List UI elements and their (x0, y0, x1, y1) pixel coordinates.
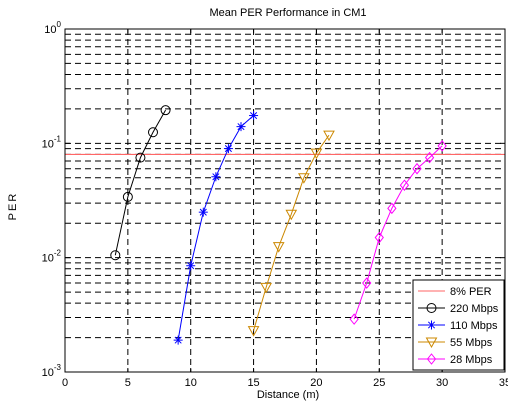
data-point (223, 144, 233, 154)
data-point (247, 326, 260, 337)
legend-label: 8% PER (450, 286, 492, 298)
data-point (260, 282, 272, 294)
series-layer (65, 105, 505, 345)
legend-label: 110 Mbps (450, 320, 498, 332)
y-tick-label: 100 (44, 20, 61, 36)
data-point (387, 202, 397, 215)
x-tick-label: 10 (185, 377, 197, 389)
grid (65, 29, 505, 372)
y-tick-label: 10-2 (42, 249, 62, 265)
x-tick-label: 25 (373, 377, 385, 389)
data-point (323, 130, 335, 142)
x-tick-label: 35 (499, 377, 508, 389)
data-point (173, 335, 183, 345)
data-point (236, 122, 246, 132)
data-point (349, 313, 359, 325)
x-tick-label: 20 (310, 377, 322, 389)
legend-label: 55 Mbps (450, 337, 493, 349)
series-28-mbps (349, 140, 447, 325)
series-line (177, 115, 254, 341)
x-tick-label: 15 (247, 377, 259, 389)
data-point (399, 179, 410, 192)
x-tick-label: 5 (125, 377, 131, 389)
data-point (426, 303, 437, 313)
y-axis-label: PER (7, 192, 19, 221)
legend-entry: 28 Mbps (418, 353, 493, 366)
data-point (211, 172, 221, 182)
legend-label: 28 Mbps (450, 354, 493, 366)
series-110-mbps (173, 111, 259, 345)
legend-entry: 220 Mbps (418, 303, 499, 315)
data-point (198, 207, 208, 217)
data-point (110, 250, 121, 261)
y-tick-label: 10-3 (42, 363, 62, 379)
data-point (425, 337, 438, 349)
legend-label: 220 Mbps (450, 303, 499, 315)
data-point (362, 277, 372, 289)
data-point (374, 231, 384, 244)
data-point (186, 261, 196, 271)
series-line (253, 134, 330, 331)
data-point (272, 242, 285, 253)
series-55-mbps (247, 130, 335, 337)
data-point (249, 111, 259, 121)
data-point (135, 152, 146, 163)
data-point (424, 151, 435, 164)
data-point (310, 148, 323, 160)
data-point (122, 191, 133, 202)
data-point (148, 127, 158, 138)
data-point (285, 209, 298, 221)
data-point (426, 353, 437, 365)
legend-entry: 8% PER (418, 286, 492, 298)
plot-frame (64, 28, 506, 373)
legend-entry: 110 Mbps (418, 320, 498, 332)
data-point (412, 162, 422, 175)
legend: 8% PER 220 Mbps 110 Mbps 55 Mbps 28 Mbps (412, 279, 505, 371)
series-220-mbps (110, 105, 171, 261)
data-point (298, 173, 310, 184)
axis-ticks: 0 5 10 15 20 25 30 35 10-3 10-2 10-1 100 (42, 20, 508, 389)
legend-entry: 55 Mbps (418, 337, 493, 349)
data-point (437, 140, 447, 152)
x-tick-label: 0 (62, 377, 68, 389)
x-tick-label: 30 (436, 377, 448, 389)
chart-title: Mean PER Performance in CM1 (209, 7, 366, 19)
x-axis-label: Distance (m) (257, 389, 319, 401)
y-tick-label: 10-1 (42, 134, 62, 150)
series-line (114, 109, 167, 256)
data-point (160, 105, 171, 116)
data-point (427, 320, 436, 330)
